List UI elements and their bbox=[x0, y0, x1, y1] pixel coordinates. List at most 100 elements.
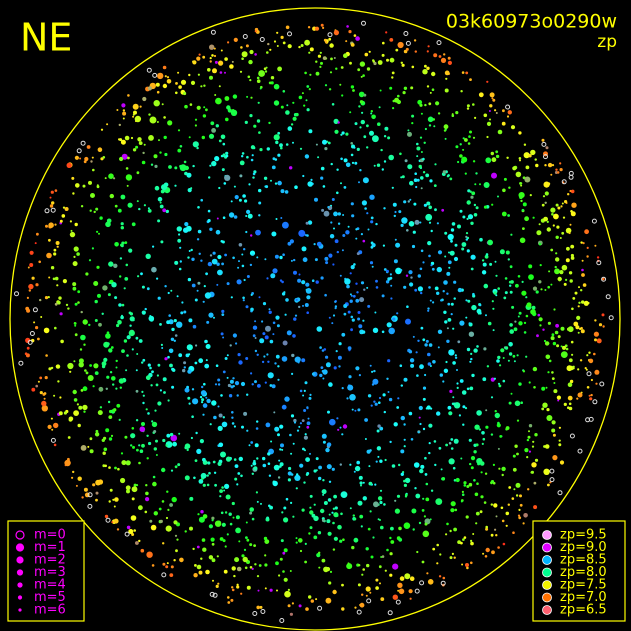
star bbox=[392, 202, 397, 207]
star bbox=[309, 73, 312, 76]
star bbox=[561, 202, 564, 205]
star bbox=[74, 302, 78, 306]
star bbox=[428, 102, 432, 106]
star bbox=[148, 135, 154, 141]
star bbox=[146, 551, 153, 558]
star bbox=[222, 153, 226, 157]
star bbox=[320, 508, 325, 514]
star bbox=[283, 291, 286, 294]
star bbox=[139, 426, 146, 433]
star bbox=[333, 211, 338, 217]
star bbox=[150, 524, 157, 531]
star bbox=[507, 258, 510, 261]
star bbox=[31, 276, 35, 280]
star bbox=[465, 232, 469, 235]
star bbox=[390, 284, 393, 287]
star bbox=[422, 497, 425, 500]
star bbox=[269, 588, 273, 592]
star bbox=[149, 519, 153, 523]
star bbox=[375, 578, 379, 582]
star bbox=[177, 148, 182, 153]
star bbox=[473, 203, 477, 207]
star-outline bbox=[209, 591, 215, 597]
star bbox=[437, 329, 443, 334]
star bbox=[442, 290, 445, 293]
star bbox=[274, 362, 277, 365]
star bbox=[496, 423, 501, 428]
star bbox=[526, 302, 532, 308]
star bbox=[328, 382, 333, 387]
star bbox=[218, 85, 221, 88]
star bbox=[422, 261, 425, 264]
star bbox=[47, 424, 52, 429]
star bbox=[225, 456, 232, 462]
star bbox=[176, 321, 183, 328]
star bbox=[104, 177, 107, 180]
star bbox=[422, 157, 425, 161]
star bbox=[248, 59, 253, 65]
star bbox=[362, 177, 369, 184]
star bbox=[58, 411, 63, 416]
star bbox=[308, 51, 311, 54]
star bbox=[192, 60, 197, 65]
star bbox=[90, 160, 93, 163]
star bbox=[474, 424, 480, 430]
star bbox=[466, 347, 471, 352]
star bbox=[184, 530, 187, 533]
star bbox=[495, 294, 498, 297]
star bbox=[340, 66, 344, 69]
star bbox=[349, 394, 356, 401]
star bbox=[343, 186, 347, 189]
star bbox=[183, 361, 187, 365]
star bbox=[453, 527, 457, 532]
star bbox=[391, 76, 394, 79]
star bbox=[420, 187, 423, 190]
star bbox=[428, 423, 433, 428]
star bbox=[118, 123, 122, 127]
star bbox=[469, 130, 472, 134]
star bbox=[460, 500, 463, 503]
zp-marker bbox=[542, 592, 552, 603]
star bbox=[509, 329, 514, 334]
star bbox=[196, 238, 200, 241]
star bbox=[359, 169, 362, 172]
star bbox=[256, 256, 259, 259]
star bbox=[157, 219, 161, 223]
star bbox=[320, 61, 323, 65]
star bbox=[306, 406, 309, 409]
star bbox=[367, 228, 370, 231]
star bbox=[554, 330, 559, 335]
star bbox=[135, 145, 139, 149]
star bbox=[237, 266, 240, 269]
star bbox=[122, 117, 125, 120]
star bbox=[187, 277, 192, 282]
star bbox=[482, 377, 487, 382]
star bbox=[319, 373, 323, 378]
star bbox=[164, 152, 168, 157]
star bbox=[550, 336, 555, 341]
star bbox=[221, 313, 225, 316]
star bbox=[50, 190, 54, 194]
star bbox=[486, 80, 489, 83]
star bbox=[209, 164, 212, 167]
star bbox=[132, 319, 135, 322]
star bbox=[187, 369, 192, 374]
star bbox=[509, 284, 512, 287]
star bbox=[306, 108, 310, 112]
star bbox=[291, 602, 294, 605]
magnitude-label: m=3 bbox=[34, 565, 66, 580]
star bbox=[553, 213, 559, 220]
star bbox=[541, 407, 545, 411]
star-outline bbox=[591, 218, 597, 224]
star bbox=[251, 154, 254, 157]
star-outline bbox=[356, 609, 362, 615]
star bbox=[541, 138, 545, 142]
star bbox=[332, 521, 335, 525]
star bbox=[409, 282, 414, 287]
star bbox=[104, 514, 109, 519]
star bbox=[267, 42, 270, 46]
star bbox=[129, 324, 132, 327]
star bbox=[530, 309, 536, 315]
star bbox=[250, 441, 254, 444]
star bbox=[282, 221, 289, 229]
